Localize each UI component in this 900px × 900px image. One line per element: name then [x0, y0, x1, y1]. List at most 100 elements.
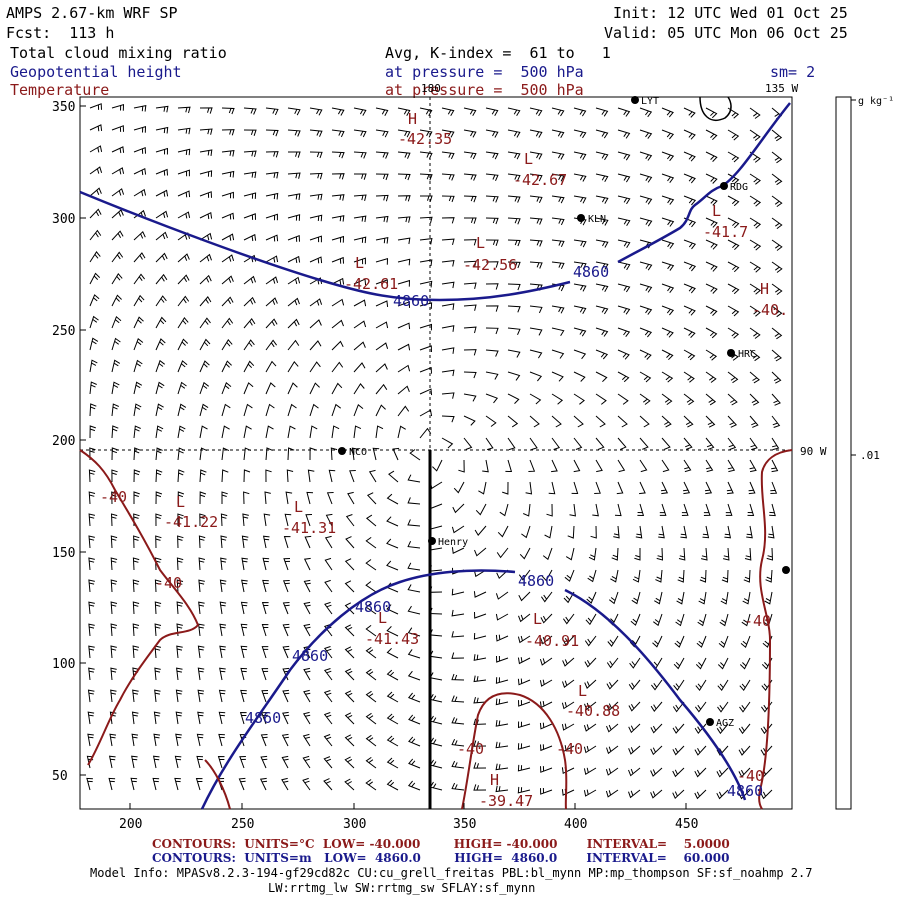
wind-barb: [610, 569, 619, 583]
wind-barb: [569, 503, 576, 517]
wind-barb: [637, 503, 645, 517]
wind-barb: [529, 129, 543, 138]
wind-barb: [243, 233, 257, 242]
wind-barb: [88, 667, 95, 681]
wind-barb: [771, 327, 783, 340]
wind-barb: [88, 513, 96, 527]
wind-barb: [429, 586, 443, 593]
wind-barb: [265, 192, 279, 200]
wind-barb: [727, 173, 740, 185]
model-info: Model Info: MPASv8.2.3-194-gf29cd82c CU:…: [90, 866, 813, 880]
wind-barb: [177, 535, 184, 549]
wind-barb: [573, 327, 587, 337]
wind-barb: [727, 371, 739, 384]
wind-barb: [153, 711, 161, 725]
wind-barb: [617, 305, 631, 315]
wind-barb: [331, 382, 343, 395]
wind-barb: [110, 601, 118, 615]
wind-barb: [749, 107, 761, 119]
wind-barb: [573, 129, 587, 139]
wind-barb: [154, 623, 162, 637]
height-contour-north: [79, 190, 571, 302]
wind-barb: [242, 513, 249, 527]
wind-barb: [386, 560, 399, 571]
wind-barb: [265, 255, 279, 263]
wind-barb: [629, 635, 641, 648]
wind-barb: [717, 679, 729, 692]
height-label: 4860: [727, 782, 763, 800]
wind-barb: [595, 151, 609, 161]
wind-barb: [261, 623, 269, 637]
wind-barb: [152, 755, 160, 769]
temp-extremum-value: -42.35: [398, 130, 452, 148]
wind-barb: [133, 230, 146, 241]
wind-barb: [87, 689, 95, 703]
wind-barb: [677, 569, 685, 583]
wind-barb: [365, 779, 377, 791]
wind-barb: [282, 580, 290, 593]
wind-barb: [302, 755, 311, 769]
wind-barb: [221, 338, 233, 351]
wind-barb: [221, 129, 235, 136]
wind-barb: [386, 604, 399, 615]
wind-barb: [344, 712, 355, 725]
wind-barb: [561, 701, 575, 710]
wind-barb: [407, 605, 421, 615]
wind-barb: [133, 167, 147, 176]
wind-barb: [672, 767, 685, 778]
wind-barb: [473, 696, 487, 704]
wind-barb: [705, 393, 717, 406]
wind-barb: [499, 503, 509, 517]
wind-barb: [331, 277, 345, 285]
wind-barb: [309, 172, 323, 180]
x-tick-label: 200: [119, 817, 142, 832]
wind-barb: [155, 381, 165, 395]
wind-barb: [441, 217, 455, 224]
wind-barb: [88, 601, 95, 615]
wind-barb: [562, 657, 575, 667]
wind-barb: [727, 283, 740, 295]
wind-barb: [634, 548, 641, 561]
wind-barb: [331, 194, 345, 201]
wind-barb: [741, 613, 751, 627]
wind-barb: [529, 371, 543, 382]
wind-barb: [517, 743, 531, 750]
wind-barb: [639, 151, 653, 161]
wind-barb: [419, 216, 433, 224]
wind-barb: [111, 381, 120, 395]
temp-extremum-marker: L: [294, 498, 303, 516]
wind-barb: [176, 623, 183, 637]
wind-barb: [89, 272, 101, 285]
wind-barb: [324, 601, 333, 615]
wind-barb: [221, 233, 235, 241]
wind-barb: [111, 447, 119, 461]
wind-barb: [495, 698, 509, 706]
wind-barb: [767, 525, 775, 539]
wind-barb: [89, 359, 98, 373]
k-index-label: Avg, K-index = 61 to 1: [385, 44, 611, 62]
temp-extremum-value: -40.: [752, 301, 788, 319]
wind-barb: [419, 302, 433, 309]
coastline: [699, 96, 732, 121]
wind-barb: [771, 129, 783, 142]
wind-barb: [407, 670, 421, 681]
temp-contour-info: CONTOURS: UNITS=°C LOW= -40.000 HIGH= -4…: [152, 837, 730, 851]
wind-barb: [606, 701, 619, 712]
wind-barb: [539, 679, 553, 687]
wind-barb: [331, 235, 345, 243]
wind-barb: [219, 667, 226, 681]
wind-barb: [451, 609, 465, 617]
wind-barb: [386, 735, 399, 747]
wind-barb: [617, 393, 629, 405]
wind-barb: [441, 238, 455, 246]
temp-extremum-marker: L: [378, 609, 387, 627]
wind-barb: [749, 261, 762, 273]
wind-barb: [199, 491, 207, 505]
wind-barb: [441, 129, 455, 138]
temp-extremum-marker: H: [408, 110, 417, 128]
wind-barb: [407, 562, 421, 571]
wind-barb: [507, 239, 521, 247]
wind-barb: [243, 171, 257, 179]
height-contour-southeast: [564, 588, 747, 801]
wind-barb: [397, 195, 411, 202]
